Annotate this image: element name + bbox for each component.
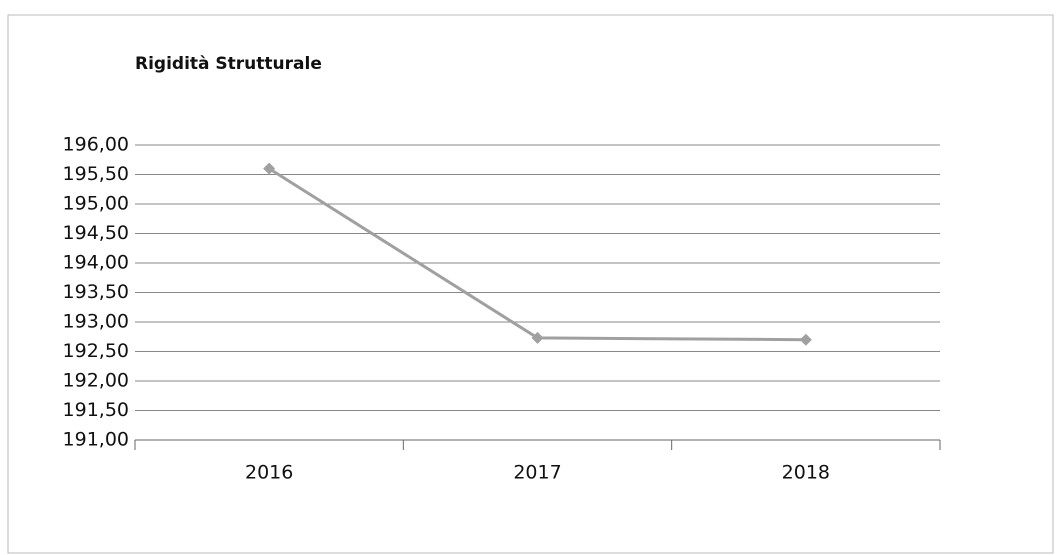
y-tick-label: 193,00 [63, 311, 129, 333]
y-tick-label: 195,00 [63, 193, 129, 215]
y-tick-label: 193,50 [63, 281, 129, 303]
y-tick-label: 192,00 [63, 370, 129, 392]
y-tick-label: 194,00 [63, 252, 129, 274]
y-tick-label: 191,00 [63, 429, 129, 451]
y-tick-label: 192,50 [63, 340, 129, 362]
y-tick-label: 196,00 [63, 134, 129, 156]
x-tick-label: 2018 [782, 462, 830, 484]
x-tick-label: 2017 [513, 462, 561, 484]
data-marker [263, 162, 276, 175]
data-marker [799, 333, 812, 346]
data-marker [531, 331, 544, 344]
data-line [268, 167, 806, 342]
y-tick-label: 195,50 [63, 163, 129, 185]
chart-title: Rigidità Strutturale [135, 54, 322, 74]
x-tick-label: 2016 [245, 462, 293, 484]
y-tick-label: 191,50 [63, 399, 129, 421]
chart-frame [7, 14, 1054, 554]
y-tick-label: 194,50 [63, 222, 129, 244]
